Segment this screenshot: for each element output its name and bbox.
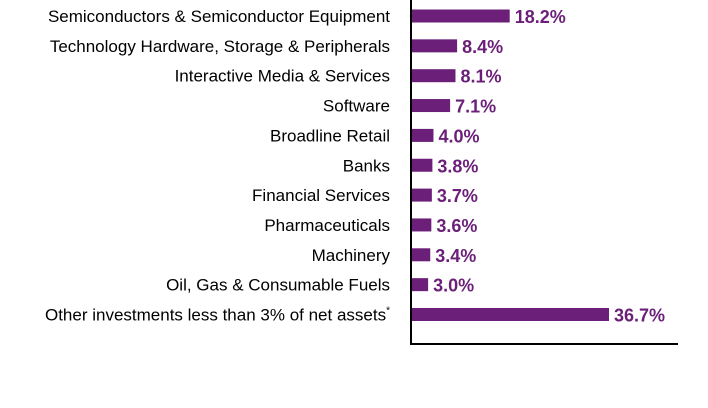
value-label-banks: 3.8%	[437, 156, 478, 176]
category-label-semiconductors-semiconductor-equipment: Semiconductors & Semiconductor Equipment	[48, 7, 390, 26]
category-label-interactive-media-services: Interactive Media & Services	[175, 67, 390, 86]
bar-technology-hardware-storage-peripherals	[412, 39, 458, 53]
bar-pharmaceuticals	[412, 218, 432, 232]
category-label-technology-hardware-storage-peripherals: Technology Hardware, Storage & Periphera…	[50, 37, 390, 56]
category-labels: Semiconductors & Semiconductor Equipment…	[45, 7, 391, 325]
category-label-pharmaceuticals: Pharmaceuticals	[264, 216, 390, 235]
bars-group	[412, 9, 609, 321]
bar-oil-gas-consumable-fuels	[412, 278, 429, 292]
category-label-other-investments-less-than-3-of-net-assets: Other investments less than 3% of net as…	[45, 306, 390, 325]
value-label-machinery: 3.4%	[435, 246, 476, 266]
value-label-technology-hardware-storage-peripherals: 8.4%	[462, 37, 503, 57]
category-label-broadline-retail: Broadline Retail	[270, 126, 390, 145]
value-labels: 18.2% 8.4% 8.1% 7.1% 4.0% 3.8% 3.7% 3.6% 3.4% 3.0…	[433, 7, 665, 326]
bar-banks	[412, 158, 433, 172]
value-label-software: 7.1%	[455, 97, 496, 117]
value-label-semiconductors-semiconductor-equipment: 18.2%	[515, 7, 566, 27]
category-label-banks: Banks	[343, 156, 390, 175]
bar-interactive-media-services	[412, 69, 456, 83]
value-label-oil-gas-consumable-fuels: 3.0%	[433, 276, 474, 296]
bar-semiconductors-semiconductor-equipment	[412, 9, 510, 23]
footnote-marker: *	[386, 306, 390, 317]
category-label-machinery: Machinery	[312, 246, 391, 265]
category-label-oil-gas-consumable-fuels: Oil, Gas & Consumable Fuels	[166, 276, 390, 295]
category-label-software: Software	[323, 97, 390, 116]
bar-machinery	[412, 248, 431, 262]
value-label-broadline-retail: 4.0%	[438, 126, 479, 146]
bar-other-investments-less-than-3-of-net-assets	[412, 308, 609, 321]
value-label-financial-services: 3.7%	[437, 186, 478, 206]
value-label-other-investments-less-than-3-of-net-assets: 36.7%	[614, 306, 665, 326]
bar-financial-services	[412, 188, 432, 202]
value-label-pharmaceuticals: 3.6%	[436, 216, 477, 236]
value-label-interactive-media-services: 8.1%	[460, 67, 501, 87]
bar-broadline-retail	[412, 128, 434, 142]
axes	[410, 0, 678, 345]
bar-software	[412, 99, 451, 113]
category-label-financial-services: Financial Services	[252, 186, 390, 205]
